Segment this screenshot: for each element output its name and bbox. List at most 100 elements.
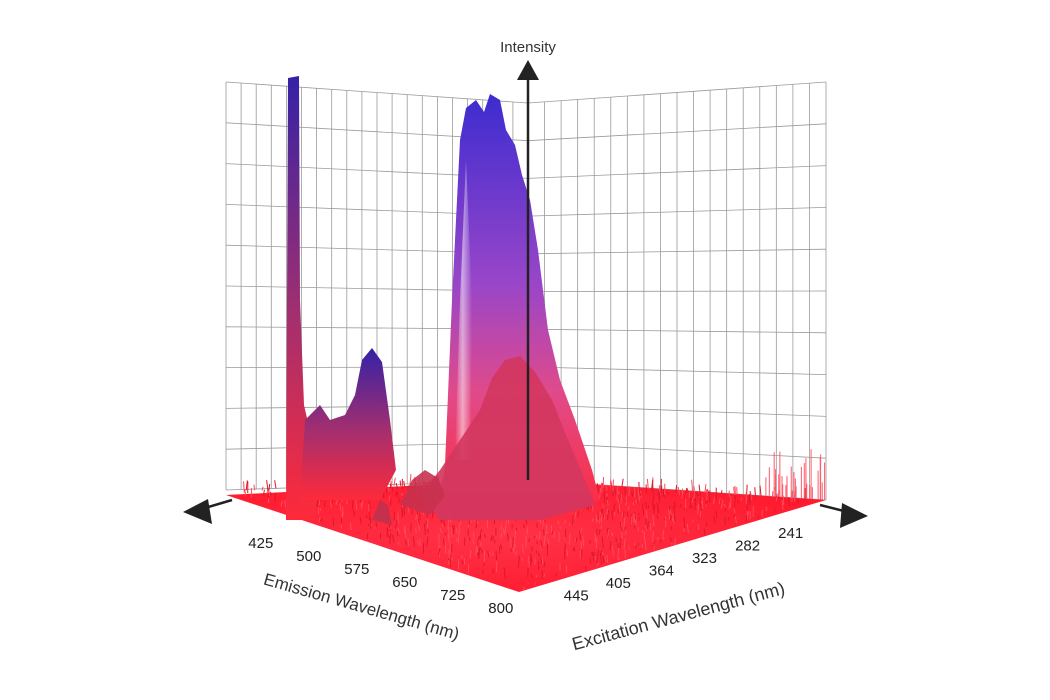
surface-noise [568,533,571,545]
surface-noise [355,498,358,510]
surface-noise [601,508,604,518]
surface-noise [527,556,530,562]
surface-noise [674,538,677,542]
right-grid-hline [527,123,827,142]
surface-noise [491,552,494,556]
surface-noise [268,490,270,496]
surface-noise [611,510,614,520]
surface-noise [476,520,479,525]
surface-noise [366,514,368,519]
surface-noise [623,538,626,550]
surface-noise [723,503,726,508]
surface-noise [483,533,487,538]
surface-noise [423,523,426,536]
surface-noise [644,524,647,532]
surface-noise [512,542,516,550]
surface-noise [416,510,419,515]
surface-noise [540,557,543,565]
surface-noise [713,516,716,524]
surface-noise [637,487,640,500]
surface-noise [320,518,323,522]
surface-noise [540,545,542,551]
surface-noise [740,497,743,501]
surface-noise [521,558,524,561]
surface-noise [395,519,398,529]
surface-noise [652,515,655,527]
excitation-tick-label: 364 [649,563,674,580]
surface-noise [575,537,578,543]
surface-peaks [286,76,600,525]
surface-noise [610,532,614,537]
surface-noise [617,548,620,560]
surface-noise [518,555,520,568]
surface-noise [574,538,577,543]
excitation-tick-label: 282 [735,537,760,554]
surface-noise [697,523,700,528]
surface-noise [622,511,625,518]
surface-noise [507,532,509,542]
surface-noise [319,507,322,512]
surface-noise [719,499,722,504]
surface-noise [679,503,682,508]
surface-noise [675,485,678,493]
surface-noise [602,555,605,563]
surface-noise [733,514,735,518]
surface-noise [482,562,486,567]
surface-noise [627,505,630,511]
excitation-tick-label: 323 [692,550,717,567]
surface-noise [261,486,264,491]
surface-noise [448,526,450,538]
shoulder-peak [420,356,595,520]
surface-noise [686,488,689,493]
surface-noise [733,500,736,507]
surface-noise [412,536,416,548]
surface-noise [729,496,732,509]
surface-noise [439,527,443,534]
surface-noise [504,522,507,534]
surface-noise [591,552,593,557]
surface-noise [415,514,418,520]
surface-noise [611,546,615,557]
surface-noise [774,508,776,512]
surface-noise [658,490,661,499]
surface-noise [571,515,574,525]
surface-noise [653,540,656,544]
surface-noise [388,535,391,539]
surface-noise [469,549,472,559]
surface-noise [632,502,635,506]
surface-noise [637,512,640,516]
surface-noise [645,501,648,510]
right-grid-hline [527,404,827,417]
surface-noise [617,543,619,548]
surface-noise [396,530,399,537]
surface-noise [605,484,608,491]
surface-noise [598,488,602,501]
surface-noise [572,548,575,552]
surface-noise [284,499,287,508]
surface-noise [461,559,464,565]
surface-noise [475,544,478,556]
surface-noise [706,488,709,501]
surface-noise [597,550,600,557]
surface-noise [651,479,654,491]
surface-noise [451,557,454,561]
surface-noise [659,539,662,544]
surface-noise [750,493,753,501]
surface-noise [645,509,648,519]
surface-noise [596,561,600,566]
excitation-axis-arrow [840,503,868,528]
right-grid-hline [527,366,827,375]
surface-noise [630,492,634,497]
surface-noise [689,497,692,509]
surface-noise [368,510,371,520]
surface-floor-plane [226,480,826,592]
surface-noise [521,543,524,553]
surface-noise [724,508,727,512]
surface-noise [487,551,490,557]
surface-noise [510,548,513,552]
surface-noise [624,498,627,503]
surface-noise [624,531,627,536]
emission-tick-label: 725 [440,587,465,604]
surface-noise [555,573,558,577]
right-wall-grid [527,81,827,501]
